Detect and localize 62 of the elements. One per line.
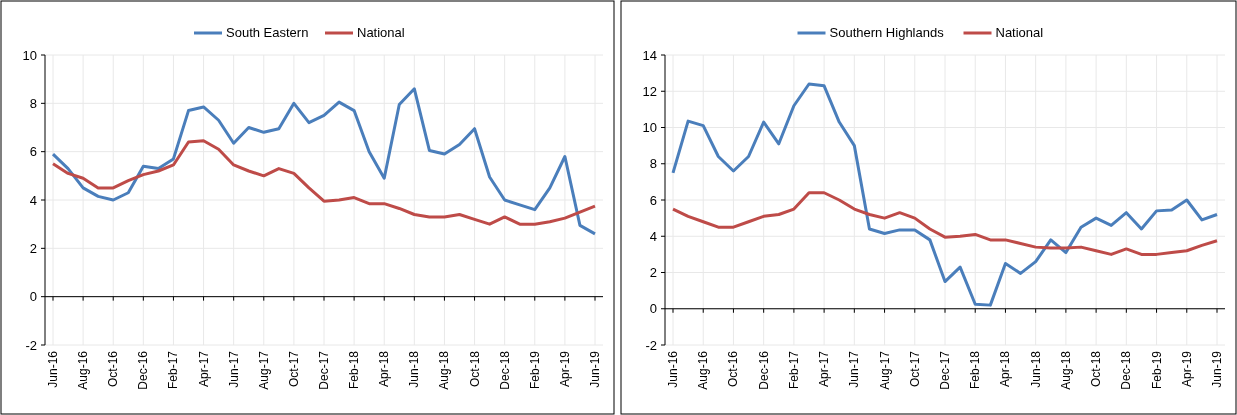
line-series bbox=[671, 82, 1219, 307]
y-tick-label: -2 bbox=[25, 337, 37, 353]
y-tick-label: 12 bbox=[642, 83, 657, 99]
x-tick-label: Jun-18 bbox=[1028, 350, 1043, 388]
x-tick-label: Aug-18 bbox=[1058, 350, 1073, 390]
y-tick-label: 8 bbox=[29, 95, 37, 111]
y-tick-label: 6 bbox=[29, 144, 37, 160]
line-series bbox=[51, 139, 597, 226]
y-tick-label: 6 bbox=[649, 192, 657, 208]
y-tick-label: 0 bbox=[29, 289, 37, 305]
x-tick-label: Dec-18 bbox=[1119, 350, 1134, 390]
x-tick-label: Dec-16 bbox=[756, 350, 771, 390]
y-tick-label: 10 bbox=[22, 47, 37, 63]
y-tick-label: -2 bbox=[645, 337, 657, 353]
x-tick-label: Apr-19 bbox=[1179, 350, 1194, 388]
x-tick-label: Jun-16 bbox=[46, 350, 60, 388]
x-tick-label: Feb-19 bbox=[527, 350, 542, 390]
x-tick-label: Dec-18 bbox=[497, 350, 512, 390]
line-series bbox=[51, 87, 597, 236]
x-tick-label: Dec-17 bbox=[938, 350, 952, 390]
x-tick-label: Dec-16 bbox=[136, 350, 151, 390]
x-tick-label: Feb-18 bbox=[968, 350, 983, 390]
y-tick-label: 4 bbox=[29, 192, 37, 208]
x-tick-label: Jun-19 bbox=[588, 350, 602, 388]
x-tick-label: Apr-18 bbox=[377, 350, 392, 388]
x-tick-label: Aug-17 bbox=[256, 350, 271, 390]
legend-label: National bbox=[357, 25, 405, 40]
y-tick-label: 0 bbox=[649, 301, 657, 317]
x-tick-label: Oct-17 bbox=[286, 350, 301, 388]
legend-label: South Eastern bbox=[226, 25, 309, 40]
y-tick-label: 2 bbox=[29, 240, 37, 256]
x-tick-label: Apr-19 bbox=[557, 350, 572, 388]
legend-label: National bbox=[995, 25, 1044, 40]
x-tick-label: Oct-17 bbox=[907, 350, 922, 388]
y-tick-label: 10 bbox=[642, 120, 657, 135]
x-tick-label: Jun-17 bbox=[847, 350, 862, 388]
x-tick-label: Jun-18 bbox=[407, 350, 422, 388]
x-tick-label: Apr-18 bbox=[998, 350, 1013, 388]
x-tick-label: Jun-17 bbox=[226, 350, 241, 388]
x-tick-label: Oct-16 bbox=[726, 350, 741, 388]
x-tick-label: Aug-16 bbox=[696, 350, 711, 390]
x-tick-label: Aug-18 bbox=[437, 350, 452, 390]
x-tick-label: Feb-18 bbox=[347, 350, 362, 390]
x-tick-label: Feb-17 bbox=[166, 350, 181, 390]
y-tick-label: 8 bbox=[649, 156, 657, 172]
legend-label: Southern Highlands bbox=[829, 25, 945, 40]
x-tick-label: Jun-19 bbox=[1210, 350, 1224, 388]
line-series bbox=[671, 191, 1219, 256]
y-tick-label: 4 bbox=[649, 228, 657, 244]
y-tick-label: 14 bbox=[642, 47, 657, 63]
x-tick-label: Oct-18 bbox=[1089, 350, 1104, 388]
x-tick-label: Aug-17 bbox=[877, 350, 892, 390]
x-tick-label: Apr-17 bbox=[196, 350, 211, 388]
x-tick-label: Feb-17 bbox=[786, 350, 801, 390]
x-tick-label: Dec-17 bbox=[317, 350, 331, 390]
x-tick-label: Oct-18 bbox=[467, 350, 482, 388]
x-tick-label: Apr-17 bbox=[817, 350, 832, 388]
x-tick-label: Jun-16 bbox=[666, 350, 680, 388]
x-tick-label: Oct-16 bbox=[106, 350, 121, 388]
x-tick-label: Feb-19 bbox=[1149, 350, 1164, 390]
y-tick-label: 2 bbox=[649, 265, 657, 280]
x-tick-label: Aug-16 bbox=[76, 350, 91, 390]
